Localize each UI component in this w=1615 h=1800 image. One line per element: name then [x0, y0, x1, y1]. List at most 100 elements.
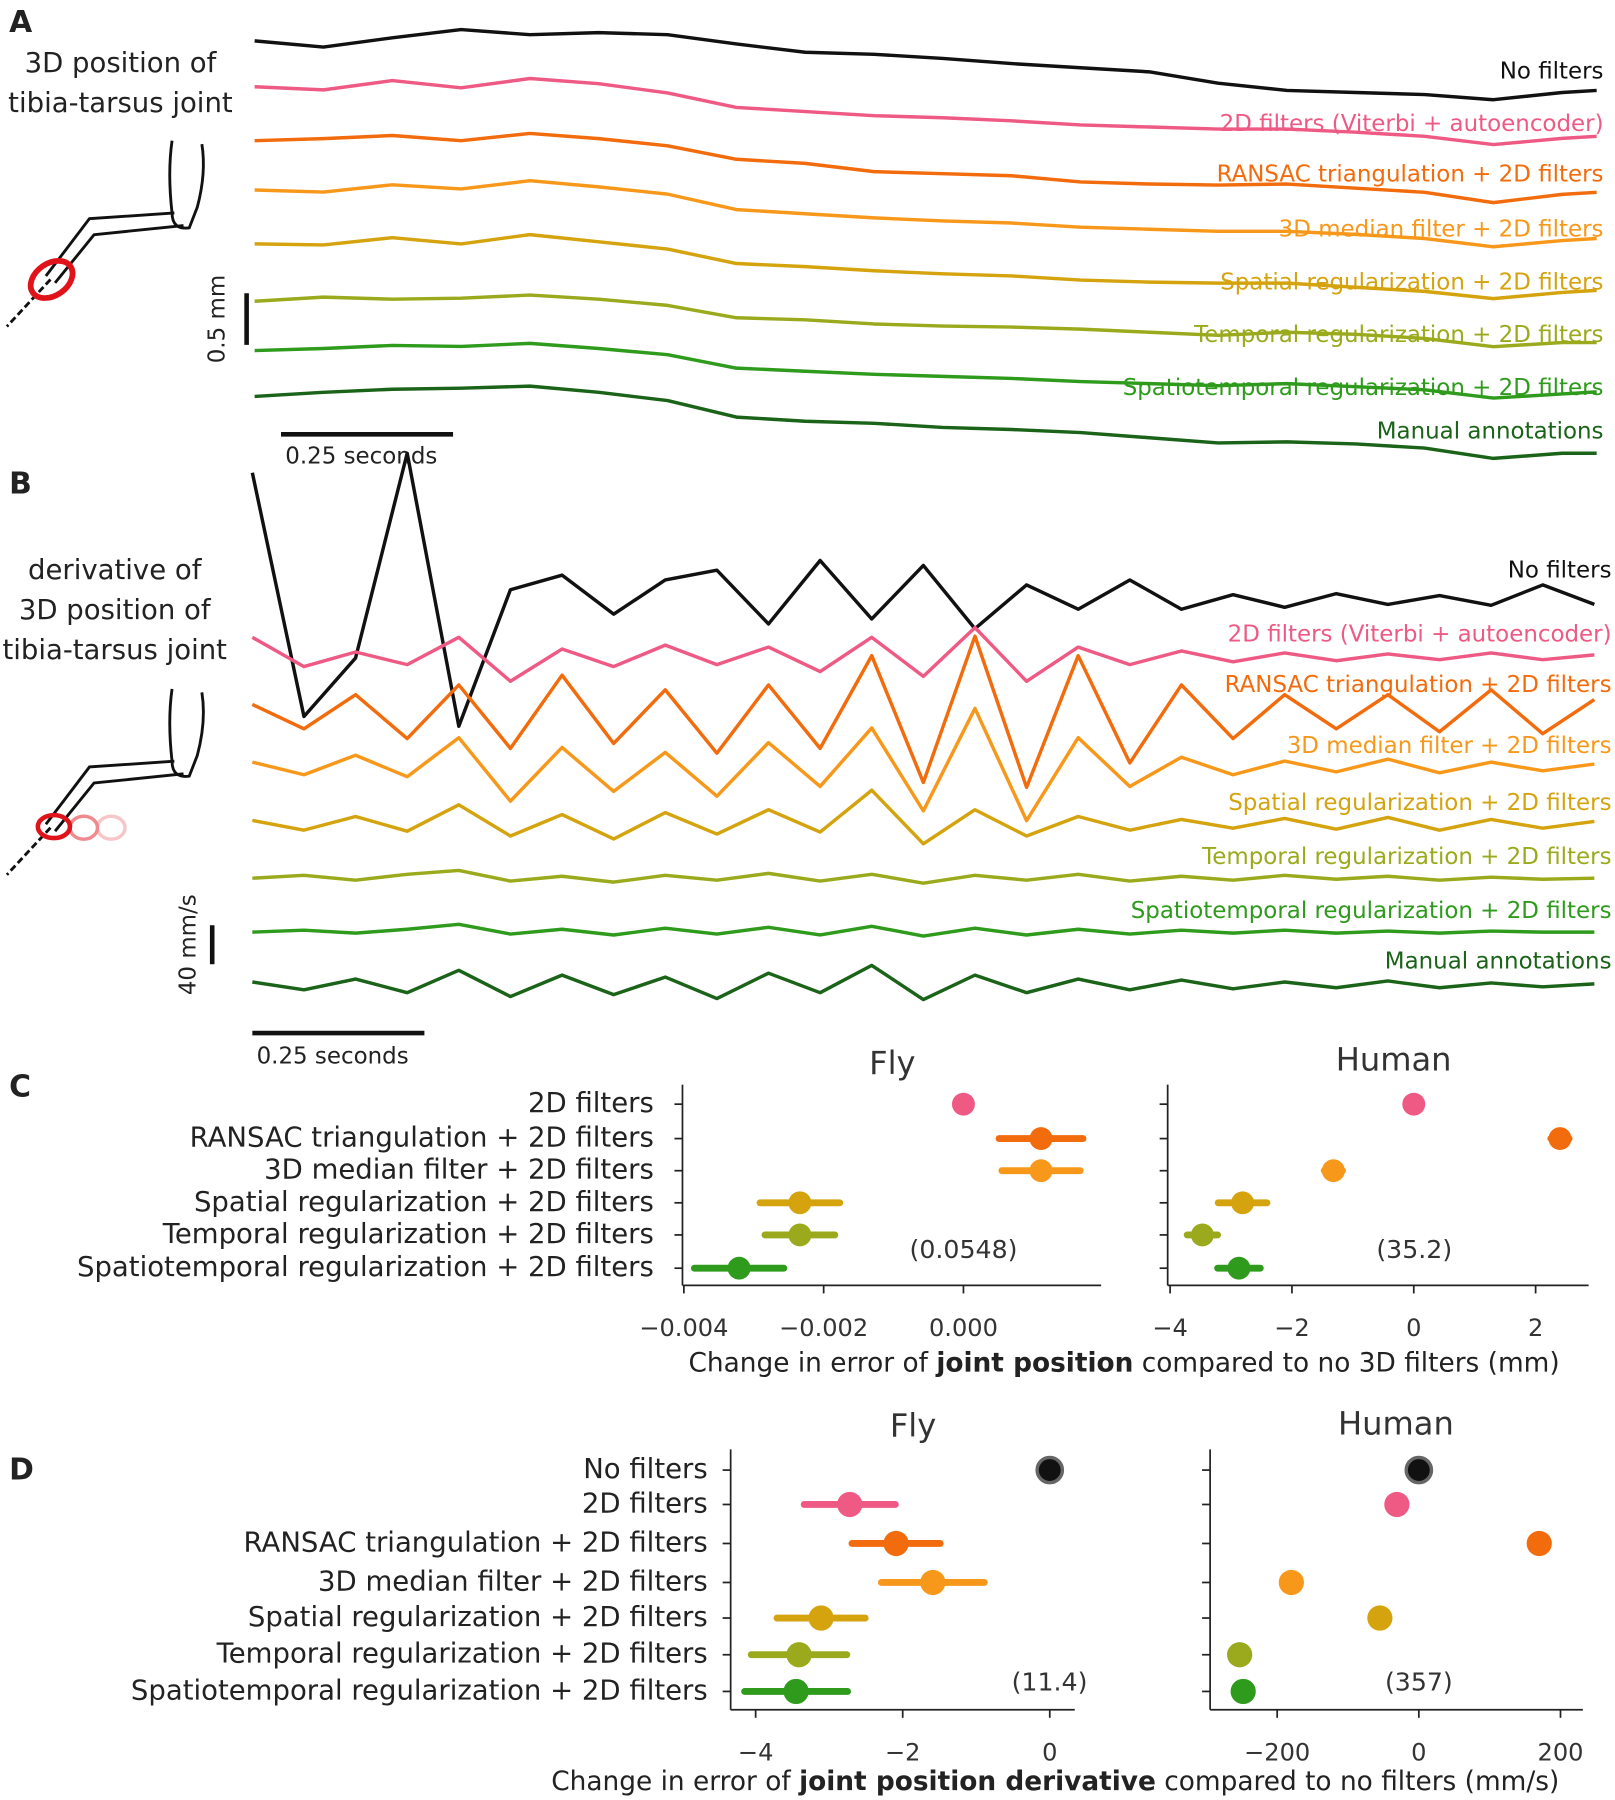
x-tick-label: −0.002 [779, 1314, 868, 1342]
trace-label: Manual annotations [1377, 419, 1604, 445]
category-label: Spatial regularization + 2D filters [248, 1601, 708, 1633]
x-tick-label: −4 [738, 1738, 774, 1766]
dot [1548, 1127, 1572, 1151]
dot [951, 1092, 975, 1116]
trace-label: 3D median filter + 2D filters [1287, 733, 1612, 759]
dot [1029, 1159, 1053, 1183]
tibia [44, 759, 184, 833]
category-label: Spatial regularization + 2D filters [194, 1186, 654, 1218]
joint-marker [27, 257, 76, 301]
x-axis-label-part: joint position derivative [798, 1767, 1156, 1797]
trace-label: Spatial regularization + 2D filters [1228, 790, 1611, 816]
scale-bar-label: 40 mm/s [176, 894, 202, 995]
x-axis-label-part: Change in error of [688, 1348, 936, 1378]
trace [254, 232, 1597, 301]
trace-label: Manual annotations [1385, 948, 1612, 974]
dot [727, 1256, 751, 1280]
annotation: (0.0548) [910, 1235, 1018, 1264]
femur [168, 140, 205, 230]
x-tick-label: −2 [1274, 1314, 1310, 1342]
trace-label: No filters [1508, 557, 1612, 583]
trace-label: RANSAC triangulation + 2D filters [1225, 672, 1612, 698]
chart-title: Human [1338, 1404, 1454, 1442]
trace-label: 2D filters (Viterbi + autoencoder) [1228, 622, 1612, 648]
x-tick-label: 0 [1406, 1314, 1421, 1342]
trace-label: Spatiotemporal regularization + 2D filte… [1131, 898, 1612, 924]
joint-marker-ghost [95, 814, 127, 841]
trace [254, 341, 1597, 400]
trace [254, 384, 1597, 461]
dot [788, 1223, 812, 1247]
annotation: (11.4) [1012, 1667, 1088, 1696]
dot [837, 1491, 863, 1518]
dot [1278, 1569, 1304, 1596]
dot [1404, 1455, 1434, 1485]
trace [254, 76, 1597, 147]
trace-label: Temporal regularization + 2D filters [1193, 322, 1603, 348]
joint-marker [35, 812, 73, 841]
scale-bar-label: 0.25 seconds [257, 1044, 409, 1070]
category-label: Spatiotemporal regularization + 2D filte… [131, 1674, 708, 1706]
tarsus [5, 278, 52, 328]
x-tick-label: 0 [1042, 1738, 1057, 1766]
tibia [44, 211, 184, 284]
panel-letter: D [9, 1453, 34, 1488]
trace-label: 3D median filter + 2D filters [1279, 217, 1604, 243]
x-tick-label: 2 [1528, 1314, 1543, 1342]
dot [783, 1678, 809, 1705]
trace [252, 922, 1595, 938]
x-axis-label-part: compared to no 3D filters (mm) [1133, 1348, 1559, 1378]
dot [1321, 1159, 1345, 1183]
category-label: 2D filters [582, 1487, 708, 1519]
fly-leg-icon-a [5, 140, 205, 328]
category-label: Temporal regularization + 2D filters [216, 1638, 708, 1670]
category-label: Temporal regularization + 2D filters [162, 1218, 654, 1250]
trace [252, 963, 1595, 1002]
panel-letter: C [9, 1070, 31, 1105]
fly-leg-icon-b [5, 688, 205, 876]
x-axis-label: Change in error of joint position compar… [688, 1348, 1559, 1378]
dot [1384, 1491, 1410, 1518]
dot [1029, 1127, 1053, 1151]
chart-title: Fly [869, 1044, 915, 1082]
row-description: tibia-tarsus joint [8, 87, 233, 119]
trace [251, 634, 1596, 790]
category-label: 3D median filter + 2D filters [318, 1565, 708, 1597]
x-tick-label: −4 [1152, 1314, 1188, 1342]
trace-label: 2D filters (Viterbi + autoencoder) [1220, 111, 1604, 137]
dot [1231, 1191, 1255, 1215]
scale-bar-label: 0.25 seconds [285, 444, 437, 470]
annotation: (357) [1385, 1667, 1453, 1696]
dot [1227, 1642, 1253, 1668]
trace [251, 625, 1595, 683]
dot [1227, 1256, 1251, 1280]
dot [788, 1191, 812, 1215]
trace [254, 178, 1597, 249]
trace-label: No filters [1500, 58, 1604, 84]
panel-letter: A [9, 5, 32, 40]
x-tick-label: −2 [885, 1738, 920, 1766]
annotation: (35.2) [1376, 1235, 1452, 1264]
x-axis-label-part: compared to no filters (mm/s) [1156, 1767, 1559, 1797]
dot [1035, 1455, 1065, 1485]
category-label: No filters [583, 1453, 708, 1485]
dot [786, 1642, 812, 1668]
x-tick-label: 0.000 [929, 1314, 998, 1342]
category-label: RANSAC triangulation + 2D filters [190, 1122, 654, 1154]
row-description: 3D position of [25, 47, 218, 79]
dot [808, 1605, 834, 1631]
trace [252, 788, 1595, 846]
chart-title: Fly [890, 1407, 936, 1445]
trace-label: RANSAC triangulation + 2D filters [1217, 162, 1604, 188]
x-tick-label: 0 [1411, 1738, 1426, 1766]
x-axis-label-part: joint position [935, 1348, 1133, 1378]
row-description: derivative of [28, 554, 203, 586]
joint-marker-ghost [68, 814, 100, 841]
femur [168, 688, 205, 778]
x-tick-label: −200 [1244, 1738, 1310, 1766]
trace [251, 706, 1595, 823]
category-label: 2D filters [528, 1087, 654, 1119]
dot [1230, 1678, 1256, 1705]
